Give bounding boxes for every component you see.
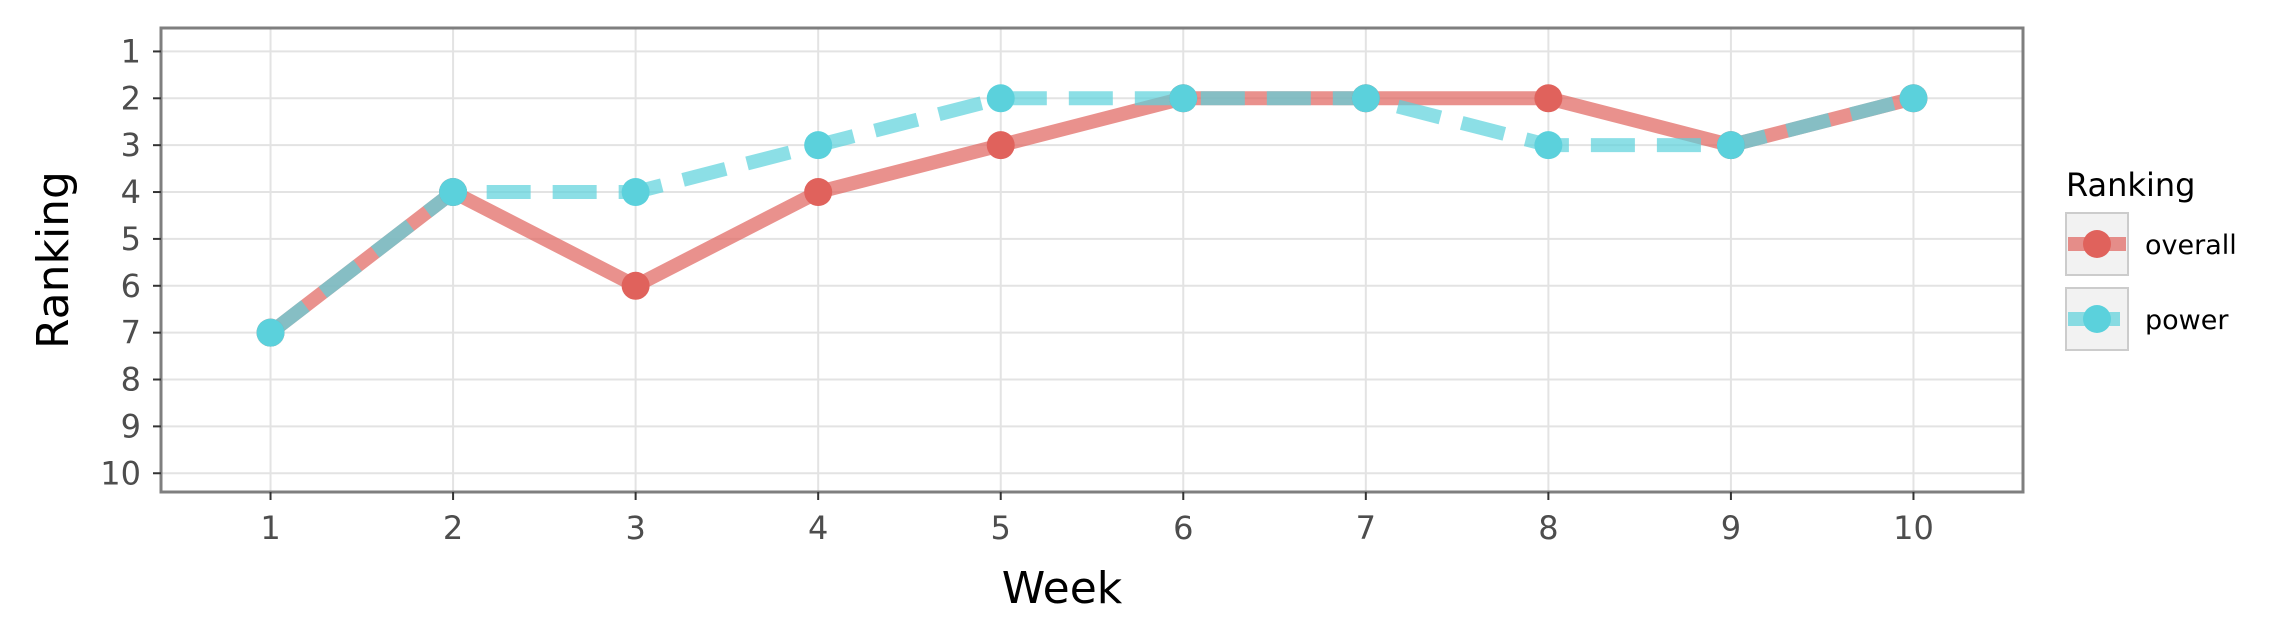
x-tick-label: 4 (808, 509, 828, 547)
x-tick-label: 9 (1721, 509, 1741, 547)
data-point-power (439, 178, 468, 207)
legend-label: power (2145, 305, 2229, 336)
y-tick-label: 10 (100, 454, 141, 492)
y-tick-label: 3 (121, 126, 141, 164)
legend-key-point (2083, 305, 2111, 333)
legend: Ranking overall power (2065, 166, 2237, 351)
data-point-power (1169, 84, 1198, 113)
legend-label: overall (2145, 230, 2237, 261)
series-layer (256, 84, 1928, 347)
y-tick-label: 6 (121, 267, 141, 305)
series-line-overall (266, 91, 1916, 339)
y-tick-label: 8 (121, 361, 141, 399)
data-point-power (621, 178, 650, 207)
data-point-overall (1534, 84, 1563, 113)
axis-ticks: 1 2 3 4 5 6 7 8 9 10 1 2 3 4 5 6 7 8 9 10 (100, 32, 1934, 547)
y-tick-label: 7 (121, 314, 141, 352)
data-point-overall (986, 131, 1015, 160)
series-line-power (266, 91, 1916, 339)
data-point-power (1534, 131, 1563, 160)
x-tick-label: 6 (1173, 509, 1193, 547)
data-point-power (1899, 84, 1928, 113)
legend-key-point (2083, 230, 2111, 258)
data-point-power (986, 84, 1015, 113)
legend-item-overall: overall (2065, 212, 2237, 276)
series-lines (266, 91, 1916, 339)
data-point-overall (621, 271, 650, 300)
data-point-power (1716, 131, 1745, 160)
x-axis-title: Week (1002, 563, 1123, 614)
y-axis-title: Ranking (28, 171, 79, 349)
y-tick-label: 2 (121, 79, 141, 117)
x-tick-label: 2 (443, 509, 463, 547)
series-points (256, 84, 1928, 347)
x-tick-label: 7 (1356, 509, 1376, 547)
data-point-power (804, 131, 833, 160)
y-tick-label: 5 (121, 220, 141, 258)
x-tick-label: 3 (625, 509, 645, 547)
data-point-overall (804, 178, 833, 207)
data-point-power (1351, 84, 1380, 113)
x-tick-label: 5 (991, 509, 1011, 547)
legend-item-power: power (2065, 287, 2229, 351)
data-point-power (256, 318, 285, 347)
x-tick-label: 8 (1538, 509, 1558, 547)
y-tick-label: 9 (121, 407, 141, 445)
legend-title: Ranking (2066, 166, 2195, 204)
y-tick-label: 1 (121, 32, 141, 70)
grid-lines (161, 28, 2023, 492)
x-tick-label: 1 (260, 509, 280, 547)
plot-panel-border (159, 26, 2025, 494)
x-tick-label: 10 (1893, 509, 1934, 547)
y-tick-label: 4 (121, 173, 141, 211)
